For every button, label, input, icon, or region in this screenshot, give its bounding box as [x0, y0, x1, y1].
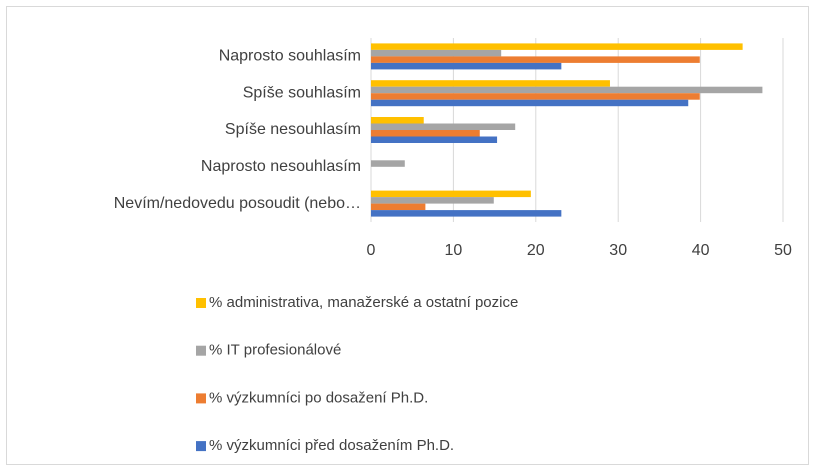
x-tick-label: 0: [367, 242, 376, 259]
y-tick-label: Spíše nesouhlasím: [225, 121, 361, 138]
legend-swatch: [196, 441, 206, 452]
bar: [371, 86, 763, 94]
bar: [371, 62, 562, 70]
bar: [371, 197, 494, 204]
x-tick-label: 50: [774, 242, 792, 259]
legend-label: % administrativa, manažerské a ostatní p…: [209, 294, 518, 311]
legend-swatch: [196, 298, 206, 308]
bar: [371, 80, 610, 87]
bar: [371, 56, 700, 63]
x-tick-label: 20: [527, 242, 545, 259]
bar: [371, 203, 426, 211]
legend-swatch: [196, 393, 206, 404]
bar: [371, 123, 516, 130]
bar: [371, 117, 424, 124]
bar: [371, 99, 689, 107]
y-tick-label: Naprosto souhlasím: [219, 48, 361, 65]
x-tick-label: 40: [692, 242, 710, 259]
y-tick-label: Naprosto nesouhlasím: [201, 158, 361, 175]
legend-label: % výzkumníci po dosažení Ph.D.: [209, 389, 428, 406]
x-tick-label: 10: [445, 242, 463, 259]
bar: [371, 190, 531, 198]
bar: [371, 210, 562, 217]
bar: [371, 136, 498, 143]
x-tick-label: 30: [609, 242, 627, 259]
legend-label: % IT profesionálové: [209, 342, 341, 359]
bar: [371, 43, 743, 50]
bar: [371, 130, 480, 137]
legend-swatch: [196, 345, 206, 356]
legend-label: % výzkumníci před dosažením Ph.D.: [209, 437, 454, 454]
y-tick-label: Spíše souhlasím: [243, 84, 361, 101]
bar: [371, 160, 405, 167]
bar: [371, 49, 502, 57]
y-tick-label: Nevím/nedovedu posoudit (nebo…: [114, 195, 361, 212]
bar: [371, 93, 700, 100]
